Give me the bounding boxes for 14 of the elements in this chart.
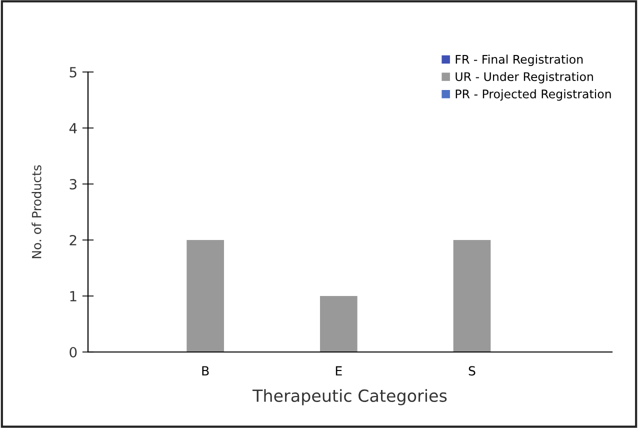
y-tick-label: 4	[69, 123, 77, 134]
y-tick-label: 0	[70, 346, 77, 358]
y-tick-label: 2	[70, 234, 76, 246]
x-axis-title: Therapeutic Categories	[252, 389, 447, 406]
y-tick-label: 3	[70, 178, 76, 190]
legend-label: UR - Under Registration	[456, 72, 593, 84]
x-tick-label: S	[468, 366, 476, 376]
x-tick-label: E	[336, 366, 342, 376]
y-tick-label: 1	[70, 291, 76, 302]
y-axis-title: No. of Products	[32, 165, 42, 258]
x-tick-label: B	[202, 366, 209, 376]
legend-label: PR - Projected Registration	[456, 89, 611, 101]
y-tick-label: 5	[70, 67, 76, 78]
legend-label: FR - Final Registration	[456, 54, 583, 66]
